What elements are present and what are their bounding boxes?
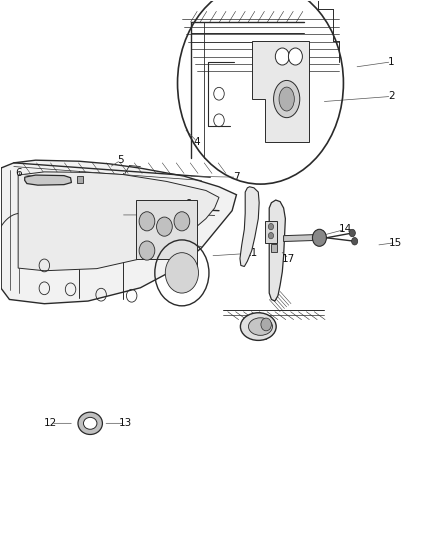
Text: 6: 6 [15, 168, 21, 179]
Text: 9: 9 [185, 199, 192, 209]
Polygon shape [284, 235, 315, 241]
Polygon shape [136, 200, 197, 274]
Text: 14: 14 [339, 224, 352, 235]
Circle shape [156, 217, 172, 236]
Polygon shape [240, 187, 259, 266]
Circle shape [268, 223, 274, 230]
Circle shape [261, 318, 272, 331]
FancyBboxPatch shape [265, 221, 277, 243]
Circle shape [312, 229, 326, 246]
Text: 12: 12 [44, 418, 57, 429]
Polygon shape [252, 41, 308, 142]
Ellipse shape [240, 313, 276, 341]
Circle shape [288, 48, 302, 65]
Circle shape [139, 212, 155, 231]
Circle shape [352, 238, 358, 245]
FancyBboxPatch shape [271, 223, 277, 231]
Text: 16: 16 [256, 332, 269, 342]
FancyBboxPatch shape [77, 175, 83, 183]
Text: 17: 17 [282, 254, 296, 263]
Polygon shape [25, 175, 71, 185]
Polygon shape [18, 172, 219, 271]
Circle shape [139, 241, 155, 260]
Ellipse shape [248, 318, 272, 335]
Text: 4: 4 [194, 136, 201, 147]
Polygon shape [1, 160, 237, 304]
Circle shape [165, 253, 198, 293]
Circle shape [174, 212, 190, 231]
Ellipse shape [84, 417, 97, 429]
Circle shape [349, 229, 355, 237]
Ellipse shape [274, 80, 300, 118]
Text: 10: 10 [160, 210, 173, 220]
Text: 2: 2 [388, 91, 395, 101]
Text: 7: 7 [233, 172, 240, 182]
Ellipse shape [78, 412, 102, 434]
Circle shape [276, 48, 289, 65]
Text: 13: 13 [119, 418, 132, 429]
Text: 15: 15 [389, 238, 403, 247]
Ellipse shape [279, 87, 294, 111]
Text: 1: 1 [388, 57, 395, 67]
Text: 5: 5 [117, 155, 124, 165]
Circle shape [268, 232, 274, 239]
FancyBboxPatch shape [271, 244, 277, 252]
Polygon shape [269, 200, 286, 301]
FancyBboxPatch shape [271, 233, 277, 241]
Text: 11: 11 [245, 248, 258, 258]
